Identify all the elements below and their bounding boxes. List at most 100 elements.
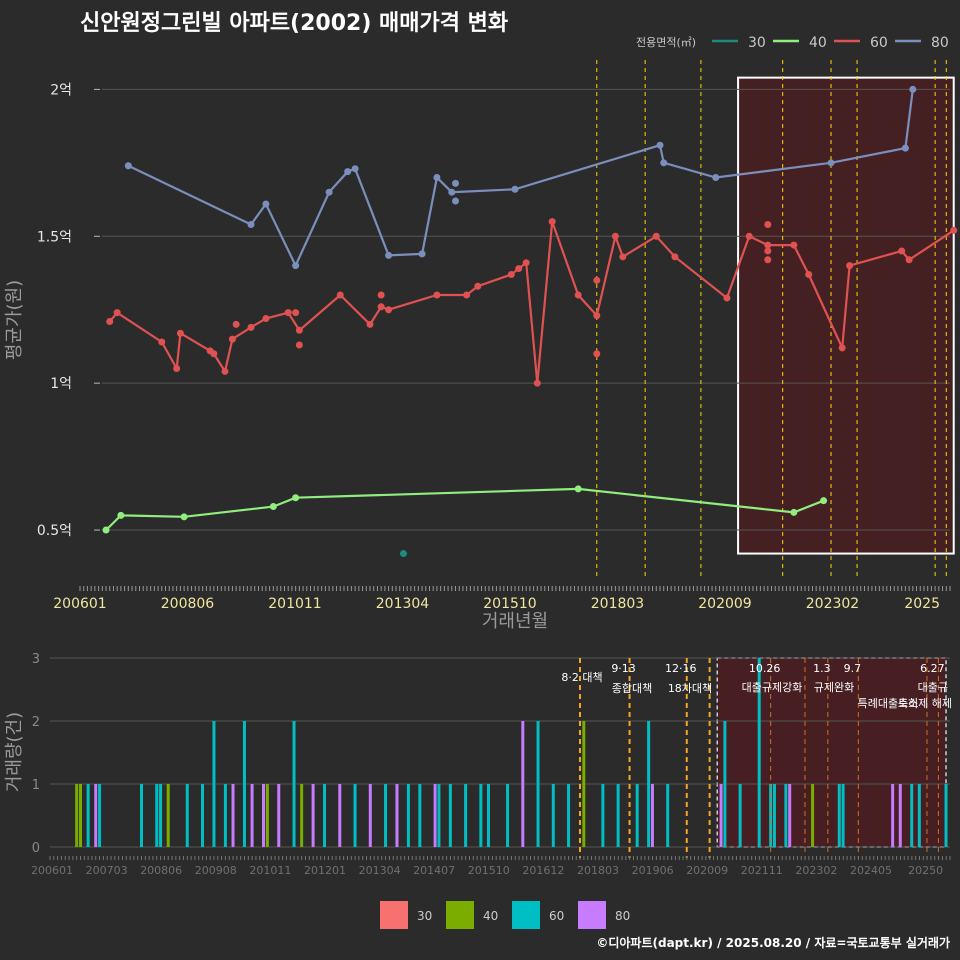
volume-bar-80 [891,784,895,847]
volume-bar-60 [647,721,651,847]
data-point-80 [262,200,270,208]
policy-date-label: 10.26 [749,662,781,675]
data-point-80 [909,85,917,93]
data-point-40 [102,526,110,534]
volume-bar-60 [601,784,605,847]
policy-title: 대출규 [918,681,948,694]
data-point-80 [448,188,456,196]
volume-bar-80 [395,784,399,847]
data-point-60 [366,320,374,328]
chart-title: 신안원정그린빌 아파트(2002) 매매가격 변화 [80,11,508,36]
data-point-80 [827,159,835,167]
volume-bar-60 [242,721,246,847]
volume-bar-60 [616,784,620,847]
x-tick-label-volume: 201407 [413,864,455,877]
data-point-60 [548,218,556,226]
y-tick-label: 2억 [50,82,72,98]
volume-bar-60 [567,784,571,847]
data-point-60 [262,315,270,323]
volume-bar-60 [323,784,327,847]
data-point-40 [180,513,188,521]
volume-bar-60 [757,658,761,847]
data-point-80 [656,141,664,149]
y-tick-label-volume: 1 [32,778,40,793]
price-panel: 0.5억 1억 1.5억 2억 200601 200806 201011 201304 2015… [4,60,958,632]
top-legend: 전용면적(㎡) 30 40 60 80 [636,35,949,51]
x-tick-label-volume: 20250 [908,864,943,877]
data-point-60 [611,232,619,240]
volume-bar-80 [898,784,902,847]
x-axis-title: 거래년월 [482,611,548,632]
volume-bar-60 [418,784,422,847]
legend-label-40: 40 [809,35,827,51]
data-point-60 [898,247,906,255]
x-tick-label: 200601 [53,596,106,612]
data-point-60 [671,253,679,261]
y-axis-title: 평균가(원) [4,280,25,360]
data-point-60 [533,379,541,387]
policy-date-label: 1.3 [813,662,831,675]
volume-bar-80 [433,784,437,847]
source-caption: ©디아파트(dapt.kr) / 2025.08.20 / 자료=국토교통부 실… [596,935,950,950]
legend-swatch-40 [446,901,474,929]
data-point-60 [515,265,523,273]
policy-date-label: 6.27 [920,662,945,675]
x-tick-label-volume: 202405 [850,864,892,877]
volume-bar-60 [841,784,845,847]
data-point-60 [247,323,255,331]
x-tick-label: 200806 [161,596,215,612]
volume-bar-60 [917,784,921,847]
volume-bar-60 [536,721,540,847]
y-tick-label: 1.5억 [37,229,72,245]
policy-title: 8·2 대책 [561,671,602,684]
x-tick-label-volume: 201803 [577,864,619,877]
legend-label-80: 80 [615,909,630,923]
data-point-60 [652,232,660,240]
data-point-60 [433,291,441,299]
top-legend-title: 전용면적(㎡) [636,36,696,49]
volume-bar-80 [719,784,723,847]
volume-bar-60 [292,721,296,847]
series-line-60 [108,221,955,384]
legend-swatch-30 [380,901,408,929]
data-point-60 [574,291,582,299]
legend-label-30: 30 [748,35,766,51]
volume-bar-80 [368,784,372,847]
data-point-60 [745,232,753,240]
volume-bar-60 [223,784,227,847]
data-point-80 [433,174,441,182]
x-tick-label-volume: 201201 [304,864,346,877]
volume-bar-80 [788,784,792,847]
data-point-60 [336,291,344,299]
data-point-60 [106,317,114,325]
data-point-60 [463,291,471,299]
data-point-60 [377,291,385,299]
volume-bar-40 [79,784,83,847]
highlight-region-volume [716,657,947,848]
x-tick-label-volume: 201612 [522,864,564,877]
x-tick-label-volume: 201906 [632,864,674,877]
legend-label-80: 80 [931,35,949,51]
volume-bar-60 [506,784,510,847]
legend-swatch-80 [578,901,606,929]
volume-bar-60 [944,784,948,847]
x-tick-label: 201510 [483,596,536,612]
volume-bar-80 [277,784,281,847]
x-tick-label-volume: 201510 [468,864,510,877]
volume-bar-80 [94,784,98,847]
data-point-60 [173,364,181,372]
bottom-legend: 30 40 60 80 [380,901,630,929]
volume-bar-60 [98,784,102,847]
data-point-80 [452,179,460,187]
volume-bar-60 [437,784,441,847]
policy-title: 토허제 해제 [898,696,952,710]
legend-label-30: 30 [417,909,432,923]
volume-bar-80 [521,721,525,847]
legend-label-60: 60 [549,909,564,923]
legend-swatch-60 [512,901,540,929]
data-point-60 [593,350,601,358]
x-tick-label-volume: 202009 [686,864,728,877]
data-point-60 [176,329,184,337]
data-point-60 [113,309,121,317]
volume-bar-60 [784,784,788,847]
